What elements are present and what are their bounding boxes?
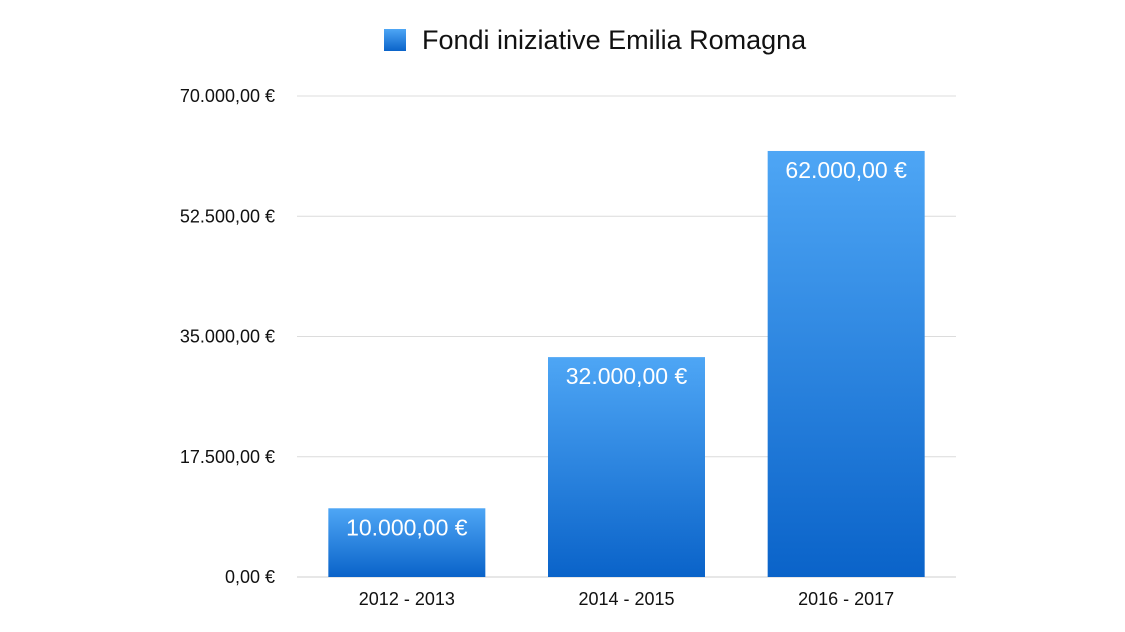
y-tick-label: 52.500,00 € <box>180 206 275 226</box>
bar <box>767 150 925 577</box>
x-tick-label: 2012 - 2013 <box>359 589 455 609</box>
bar <box>328 508 486 577</box>
y-tick-label: 17.500,00 € <box>180 447 275 467</box>
bar-data-label: 32.000,00 € <box>566 363 688 389</box>
y-axis: 0,00 € 17.500,00 € 35.000,00 € 52.500,00 € 7… <box>180 86 275 587</box>
bar-data-label: 10.000,00 € <box>346 514 468 540</box>
y-tick-label: 35.000,00 € <box>180 327 275 347</box>
legend-label: Fondi iniziative Emilia Romagna <box>422 25 807 55</box>
x-tick-label: 2014 - 2015 <box>578 589 674 609</box>
chart-legend: Fondi iniziative Emilia Romagna <box>384 25 807 55</box>
bar <box>548 357 705 577</box>
legend-swatch <box>384 29 406 51</box>
bar-data-label: 62.000,00 € <box>785 157 907 183</box>
y-tick-label: 70.000,00 € <box>180 86 275 106</box>
y-tick-label: 0,00 € <box>225 567 275 587</box>
bars: 10.000,00 € 32.000,00 € 62.000,00 € <box>328 150 925 577</box>
x-tick-label: 2016 - 2017 <box>798 589 894 609</box>
x-axis: 2012 - 2013 2014 - 2015 2016 - 2017 <box>359 589 894 609</box>
